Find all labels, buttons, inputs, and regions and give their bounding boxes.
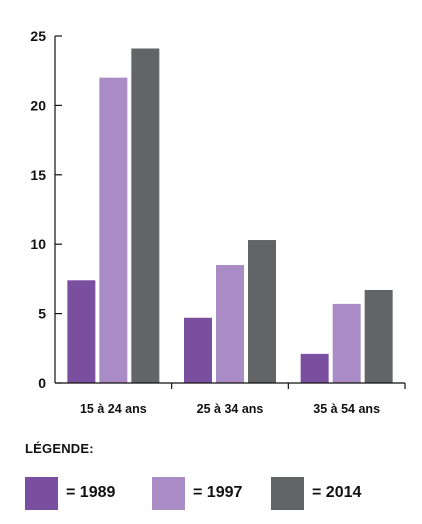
legend-swatch-1997 xyxy=(152,476,185,510)
legend-title: LÉGENDE: xyxy=(25,441,94,456)
bar-1997-1 xyxy=(99,77,128,383)
x-tick-label: 15 à 24 ans xyxy=(80,402,147,416)
x-tick-label: 25 à 34 ans xyxy=(197,402,264,416)
legend-item-1989: = 1989 xyxy=(25,476,115,510)
bar-chart: 0 5 10 15 20 25 15 à 24 ans 25 à 34 ans 35 à 54… xyxy=(30,28,406,416)
y-tick-label: 0 xyxy=(38,375,46,391)
bar-2014-2 xyxy=(248,240,276,383)
bar-1989-3 xyxy=(300,353,329,383)
bar-1989-2 xyxy=(184,317,212,383)
y-tick-label: 15 xyxy=(30,167,46,183)
x-tick-label: 35 à 54 ans xyxy=(313,402,380,416)
legend-swatch-2014 xyxy=(271,476,304,510)
legend-item-2014: = 2014 xyxy=(271,476,361,510)
x-axis: 15 à 24 ans 25 à 34 ans 35 à 54 ans xyxy=(55,382,406,416)
y-tick-label: 5 xyxy=(38,306,46,322)
y-tick-label: 25 xyxy=(30,28,46,44)
legend-label-1997: = 1997 xyxy=(193,484,243,501)
bar-1997-3 xyxy=(332,303,361,383)
bars xyxy=(67,48,393,383)
y-tick-label: 20 xyxy=(30,97,46,113)
bar-2014-1 xyxy=(131,48,160,383)
bar-1989-1 xyxy=(67,280,96,383)
bar-1997-2 xyxy=(216,265,244,383)
y-tick-label: 10 xyxy=(30,236,46,252)
legend-label-2014: = 2014 xyxy=(312,484,362,501)
y-axis: 0 5 10 15 20 25 xyxy=(30,28,62,391)
legend-swatch-1989 xyxy=(25,476,58,510)
bar-2014-3 xyxy=(364,290,393,383)
legend-item-1997: = 1997 xyxy=(152,476,242,510)
legend-label-1989: = 1989 xyxy=(66,484,116,501)
